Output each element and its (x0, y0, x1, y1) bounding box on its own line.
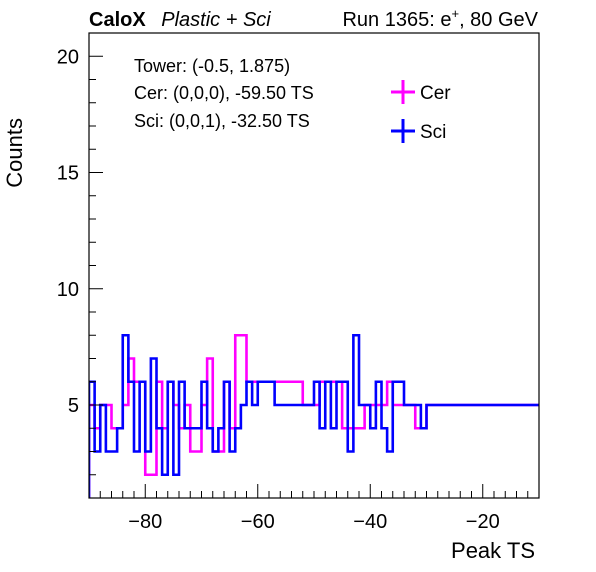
y-tick-label: 10 (57, 279, 79, 301)
legend-marker-sci (391, 119, 415, 143)
legend-label-sci: Sci (420, 122, 446, 143)
ticks-layer: −80 −60 −40 −20 5 10 15 20 (57, 32, 540, 533)
y-axis-title: Counts (2, 118, 27, 188)
y-tick-label: 5 (68, 395, 79, 417)
series-layer (89, 333, 539, 498)
x-tick-label: −60 (241, 511, 275, 533)
plot-frame (88, 32, 540, 499)
info-line-cer: Cer: (0,0,0), -59.50 TS (134, 83, 314, 103)
header-run: Run 1365: e+, 80 GeV (342, 6, 538, 31)
header-experiment: CaloX (89, 9, 146, 31)
legend: Cer Sci (391, 80, 451, 143)
legend-label-cer: Cer (420, 83, 451, 104)
info-line-tower: Tower: (-0.5, 1.875) (134, 56, 290, 76)
header-run-prefix: Run 1365: e (342, 9, 451, 31)
info-line-sci: Sci: (0,0,1), -32.50 TS (134, 111, 310, 131)
chart-header: CaloX Plastic + Sci (89, 9, 271, 31)
x-tick-label: −20 (466, 511, 500, 533)
header-run-sup: + (451, 6, 459, 21)
header-materials: Plastic + Sci (161, 9, 271, 31)
series-sci-histogram (89, 333, 539, 498)
legend-marker-cer (391, 80, 415, 104)
x-axis-title: Peak TS (451, 538, 535, 563)
header-run-suffix: , 80 GeV (459, 9, 539, 31)
y-tick-label: 20 (57, 46, 79, 68)
x-tick-label: −40 (353, 511, 387, 533)
x-tick-label: −80 (128, 511, 162, 533)
y-tick-label: 15 (57, 163, 79, 185)
